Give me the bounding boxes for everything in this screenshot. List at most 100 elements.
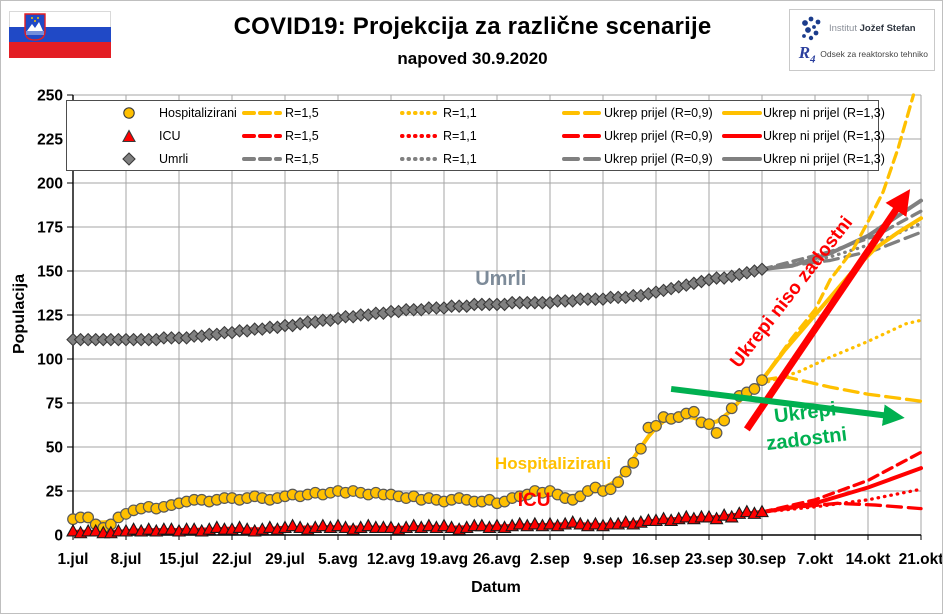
x-tick-label: 29.jul: [265, 551, 305, 568]
legend-line-sample-dashed: [242, 125, 282, 147]
institute-logo-box: Institut Jožef Stefan R4 Odsek za reakto…: [789, 9, 935, 71]
icu-point: [126, 522, 141, 535]
y-tick-label: 225: [37, 132, 63, 149]
diamond-marker-icon: [122, 148, 136, 170]
hospitalizirani-point: [748, 383, 761, 395]
icu-point: [543, 516, 557, 530]
legend-scenario-label: R=1,5: [285, 129, 319, 143]
ijs-dots-logo-icon: [802, 16, 821, 41]
hospitalizirani-point: [756, 374, 768, 387]
x-tick-label: 22.jul: [212, 551, 252, 568]
icu-point: [527, 516, 542, 530]
legend-line-sample-dashed: [242, 102, 282, 124]
department-name: Odsek za reaktorsko tehniko: [820, 49, 928, 59]
icu-point: [384, 520, 398, 534]
red-arrow: [743, 189, 911, 432]
x-tick-label: 14.okt: [846, 551, 891, 568]
legend-line-sample-dashed: [242, 148, 282, 170]
legend-scenario-label: Ukrep ni prijel (R=1,3): [763, 152, 885, 166]
icu-point: [331, 518, 345, 532]
icu-point: [573, 516, 588, 530]
x-tick-label: 26.avg: [473, 551, 521, 568]
legend-line-sample-solid: [722, 125, 762, 147]
icu-point: [262, 520, 277, 534]
x-tick-label: 15.jul: [159, 551, 199, 568]
chart-legend: Hospitalizirani R=1,5 R=1,1 Ukrep prijel (R…: [66, 100, 885, 171]
legend-scenario-label: R=1,5: [285, 106, 319, 120]
umrli-trend: [73, 267, 763, 342]
hospitalizirani-points: [67, 374, 768, 534]
icu-point: [702, 509, 716, 523]
green-arrow: [670, 385, 905, 426]
icu-point: [232, 520, 247, 534]
legend-row-umrli: Umrli R=1,5 R=1,1 Ukrep prijel (R=0,9) Ukrep…: [67, 148, 885, 170]
icu-point: [565, 515, 580, 528]
y-tick-label: 250: [37, 88, 63, 105]
icu-point: [240, 522, 255, 535]
x-tick-label: 1.jul: [57, 551, 88, 568]
legend-series-name: Hospitalizirani: [159, 106, 237, 120]
legend-line-sample-solid: [722, 102, 762, 124]
icu-series-label: ICU: [518, 490, 551, 511]
y-axis-title: Populacija: [11, 273, 28, 355]
legend-line-sample-dotted: [400, 148, 440, 170]
icu-point: [474, 518, 489, 532]
icu-point: [755, 504, 769, 518]
axis-tick-labels: 1.jul 8.jul 15.jul 22.jul 29.jul 5.avg 12.avg 1…: [37, 88, 943, 569]
legend-line-sample-solid: [722, 148, 762, 170]
hospitalizirani-projection-r11: [760, 318, 923, 386]
y-tick-label: 200: [37, 176, 63, 193]
legend-scenario-label: Ukrep ni prijel (R=1,3): [763, 129, 885, 143]
hospitalizirani-point: [612, 476, 625, 489]
flag-coat-of-arms: [24, 13, 46, 41]
legend-scenario-label: Ukrep prijel (R=0,9): [604, 106, 713, 120]
x-tick-label: 7.okt: [797, 551, 833, 568]
icu-point: [444, 520, 459, 534]
red-arrow-group: [743, 189, 911, 432]
legend-series-name: Umrli: [159, 152, 189, 166]
x-tick-label: 12.avg: [367, 551, 415, 568]
legend-scenario-label: Ukrep prijel (R=0,9): [604, 152, 713, 166]
hospitalizirani-point: [710, 427, 723, 439]
x-tick-label: 9.sep: [583, 551, 623, 568]
hospitalizirani-point: [650, 419, 662, 432]
icu-point: [361, 518, 376, 532]
y-tick-label: 100: [37, 352, 63, 369]
icu-point: [421, 518, 436, 532]
hospitalizirani-projection-r15: [760, 93, 916, 382]
y-tick-label: 150: [37, 264, 63, 281]
legend-line-sample-dotted: [400, 102, 440, 124]
y-tick-label: 75: [46, 396, 64, 413]
x-tick-label: 8.jul: [110, 551, 141, 568]
flag-red-stripe: [9, 42, 111, 58]
icu-points: [66, 504, 769, 539]
hospitalizirani-point: [619, 465, 632, 478]
icu-point: [512, 516, 527, 530]
icu-point: [209, 520, 224, 534]
icu-point: [285, 518, 300, 532]
icu-point: [437, 518, 451, 532]
zadostni-label: zadostni: [765, 423, 848, 455]
x-tick-label: 21.okt: [899, 551, 943, 568]
icu-point: [164, 522, 179, 535]
r4-logo-icon: R4: [798, 42, 816, 66]
hospitalizirani-point: [604, 483, 617, 496]
icu-point: [88, 523, 103, 537]
institute-name: Institut Jožef Stefan: [829, 22, 916, 34]
icu-projections: [760, 450, 923, 515]
page-subtitle: napoved 30.9.2020: [397, 49, 548, 68]
legend-scenario-label: R=1,5: [285, 152, 319, 166]
x-tick-label: 19.avg: [420, 551, 468, 568]
x-axis-title: Datum: [471, 579, 521, 596]
y-tick-label: 25: [46, 484, 64, 501]
icu-point: [406, 518, 421, 532]
icu-point: [315, 518, 330, 532]
icu-point: [588, 516, 603, 530]
icu-point: [656, 511, 671, 525]
legend-series-name: ICU: [159, 129, 181, 143]
page-title: COVID19: Projekcija za različne scenarij…: [233, 13, 712, 40]
hospitalizirani-point: [687, 405, 700, 418]
umrli-trend-line: [73, 267, 763, 342]
